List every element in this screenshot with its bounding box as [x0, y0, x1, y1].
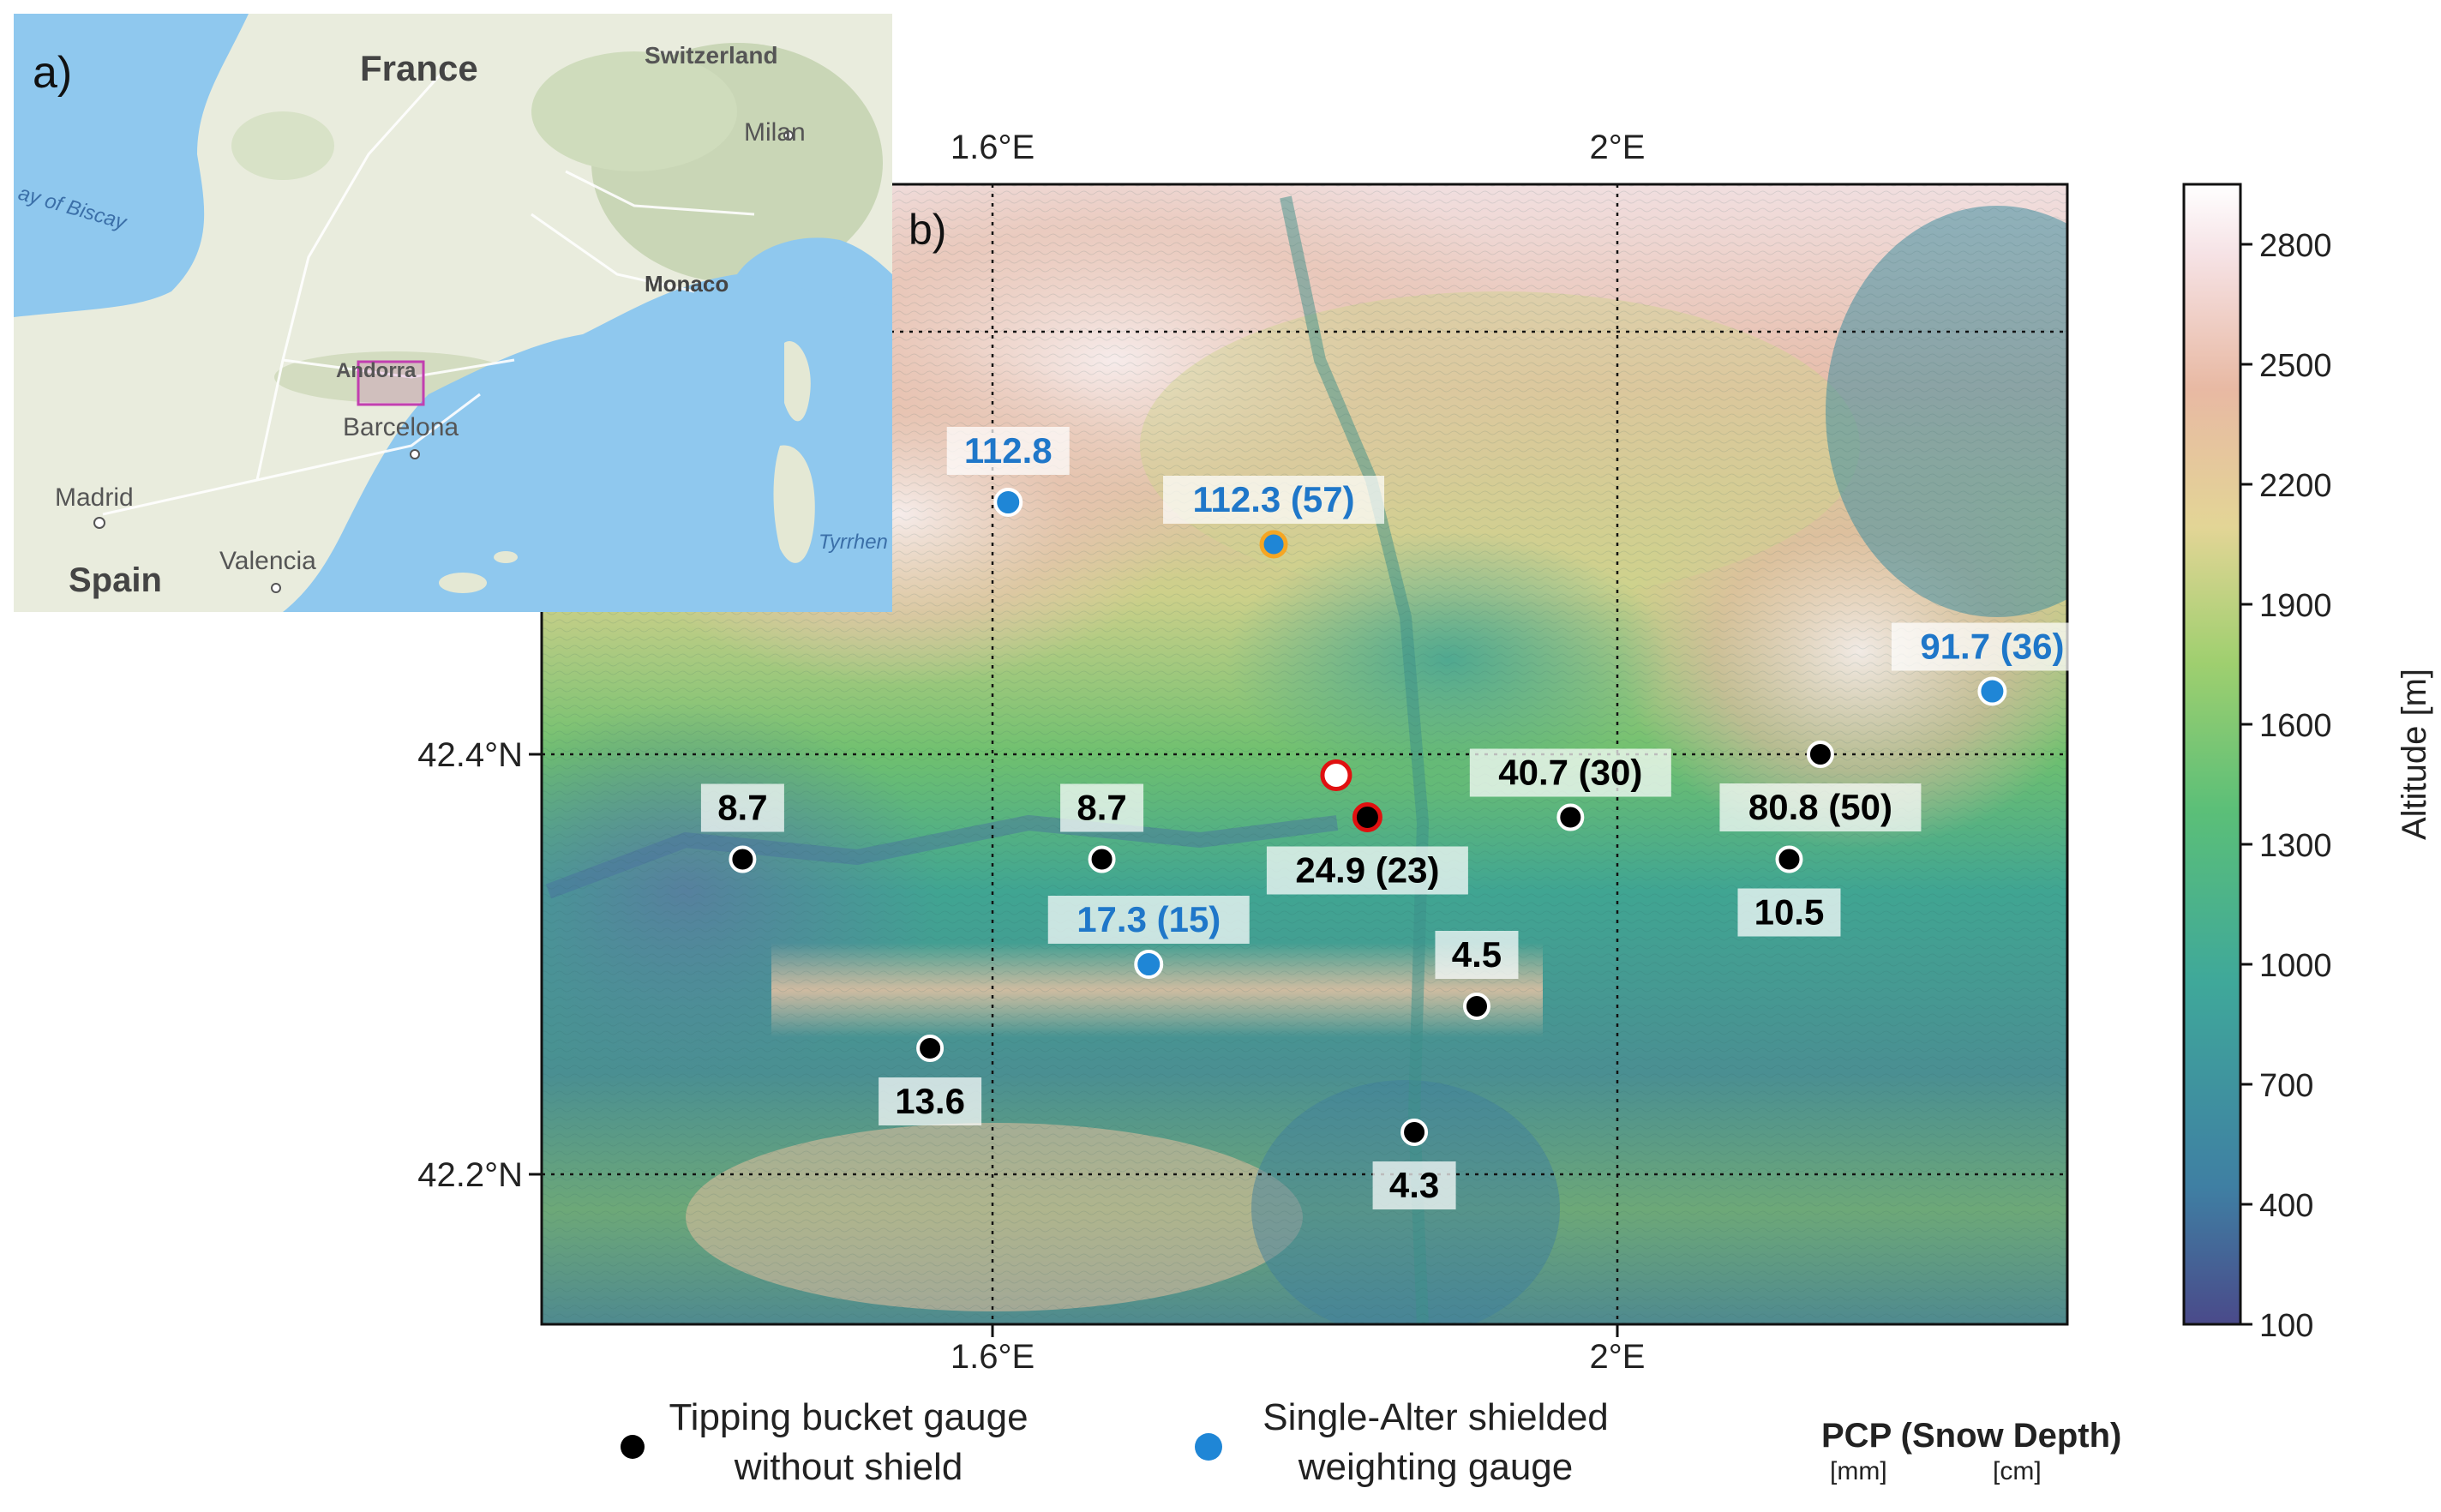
colorbar-tick-label: 1000 — [2259, 948, 2332, 984]
station-label-bg — [1891, 622, 2093, 671]
colorbar-tick-label: 400 — [2259, 1188, 2313, 1224]
station-label-bg — [1719, 783, 1922, 831]
station-label-bg — [1060, 783, 1144, 832]
inset-label-france: France — [360, 48, 478, 88]
station-label: 10.5 — [1754, 892, 1825, 933]
colorbar-tick-label: 2200 — [2259, 468, 2332, 504]
station-marker — [1320, 759, 1352, 791]
panel-label-b: b) — [909, 206, 946, 254]
panel-label-a: a) — [33, 48, 72, 98]
x-tick-bottom-1: 1.6°E — [951, 1338, 1035, 1376]
station-label: 8.7 — [1077, 788, 1126, 828]
inset-label-milan: Milan — [744, 118, 806, 147]
colorbar-tick-label: 2500 — [2259, 348, 2332, 384]
inset-label-tyrrhenian: Tyrrhen — [819, 531, 888, 554]
andorra-highlight — [357, 360, 425, 406]
colorbar-tick-label: 2800 — [2259, 228, 2332, 264]
legend-shielded-line2: weighting gauge — [1298, 1446, 1573, 1488]
colorbar-tick-label: 100 — [2259, 1308, 2313, 1344]
station-layer: 112.8 112.3 (57) 91.7 (36) 24.9 (23) 40.7 (3… — [700, 427, 2093, 1209]
map-grid — [542, 184, 2067, 1324]
colorbar-tick-label: 1300 — [2259, 828, 2332, 864]
station-marker — [1806, 741, 1834, 768]
inset-label-switzerland: Switzerland — [645, 42, 778, 69]
inset-label-andorra: Andorra — [336, 359, 417, 382]
tick-marks — [529, 753, 1619, 1337]
station-label-bg — [1737, 888, 1841, 937]
station-marker — [1352, 802, 1382, 832]
station-label: 4.5 — [1452, 934, 1502, 975]
station-marker — [1462, 993, 1490, 1020]
station-label-bg — [879, 1077, 982, 1125]
station-marker — [1775, 845, 1803, 873]
station-label-bg — [1469, 748, 1671, 797]
legend: Tipping bucket gauge without shield Sing… — [621, 1396, 2121, 1488]
station-label: 24.9 (23) — [1295, 850, 1439, 891]
station-marker — [1977, 676, 2007, 706]
legend-pcp-title: PCP (Snow Depth) — [1821, 1417, 2121, 1455]
station-marker — [1134, 950, 1164, 979]
y-tick-2: 42.2°N — [417, 1156, 523, 1194]
station-label: 17.3 (15) — [1077, 899, 1220, 939]
station-label-bg — [1047, 896, 1250, 944]
station-label-bg — [700, 783, 784, 832]
legend-bucket-marker — [621, 1435, 645, 1459]
legend-shielded-marker — [1195, 1433, 1222, 1461]
station-marker — [1259, 530, 1288, 559]
station-label-bg — [946, 427, 1070, 475]
station-label: 4.3 — [1389, 1165, 1439, 1205]
station-label: 112.8 — [964, 430, 1053, 471]
colorbar-tick-label: 700 — [2259, 1068, 2313, 1104]
station-label: 8.7 — [717, 788, 767, 828]
colorbar-label: Altitude [m] — [2396, 669, 2433, 840]
station-marker — [729, 845, 757, 873]
station-label-bg — [1163, 476, 1385, 524]
station-marker — [1088, 845, 1116, 873]
station-label: 80.8 (50) — [1748, 787, 1892, 827]
inset-label-valencia: Valencia — [219, 547, 316, 575]
station-label: 91.7 (36) — [1920, 627, 2064, 667]
station-marker — [1556, 803, 1585, 831]
x-tick-top-1: 1.6°E — [951, 129, 1035, 166]
legend-shielded-line1: Single-Alter shielded — [1262, 1396, 1609, 1438]
station-marker — [993, 488, 1023, 517]
station-marker — [1400, 1119, 1429, 1146]
legend-bucket-line1: Tipping bucket gauge — [669, 1396, 1028, 1438]
inset-label-monaco: Monaco — [645, 271, 729, 297]
y-tick-1: 42.4°N — [417, 736, 523, 774]
inset-label-madrid: Madrid — [55, 483, 134, 512]
x-tick-top-2: 2°E — [1590, 129, 1646, 166]
legend-bucket-line2: without shield — [734, 1446, 963, 1488]
inset-map: a) France Switzerland Milan ay of Biscay… — [14, 14, 892, 612]
colorbar: 2800 2500 2200 1900 1600 1300 1000 700 400 100 Al… — [2182, 183, 2433, 1344]
legend-pcp-unit-cm: [cm] — [1993, 1457, 2042, 1485]
inset-label-barcelona: Barcelona — [343, 413, 459, 441]
station-label-bg — [1266, 846, 1468, 895]
station-label-bg — [1435, 931, 1519, 979]
station-label: 13.6 — [895, 1081, 965, 1121]
colorbar-tick-label: 1600 — [2259, 708, 2332, 744]
colorbar-tick-label: 1900 — [2259, 588, 2332, 624]
station-label: 40.7 (30) — [1498, 753, 1642, 793]
inset-label-spain: Spain — [69, 561, 162, 599]
station-label: 112.3 (57) — [1192, 479, 1354, 519]
station-label-bg — [1372, 1161, 1456, 1209]
station-marker — [916, 1035, 945, 1062]
x-tick-bottom-2: 2°E — [1590, 1338, 1646, 1376]
legend-pcp-unit-mm: [mm] — [1830, 1457, 1887, 1485]
colorbar-ticks: 2800 2500 2200 1900 1600 1300 1000 700 400 100 — [2240, 228, 2332, 1344]
